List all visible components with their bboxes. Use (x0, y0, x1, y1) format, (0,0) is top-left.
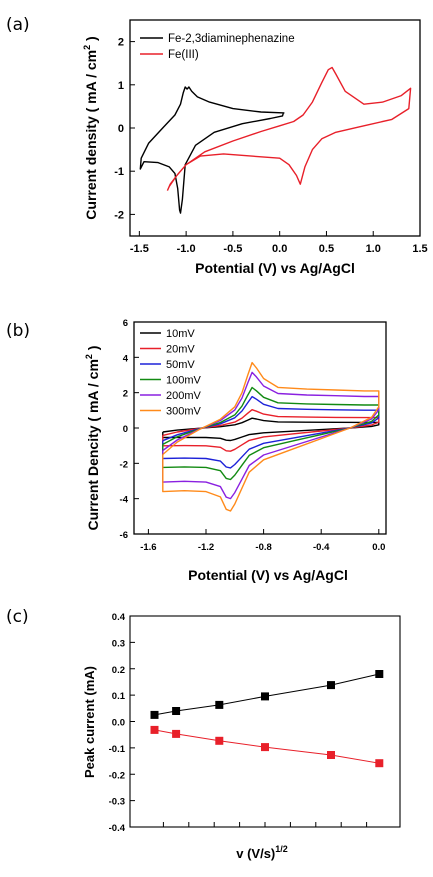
legend-label-b-1: 20mV (166, 344, 195, 356)
x-tick-label-a-6: 1.5 (412, 243, 427, 255)
x-tick-label-a-1: -1.0 (177, 243, 196, 255)
series-line-a-0 (139, 86, 285, 214)
x-axis-title-a: Potential (V) vs Ag/AgCl (195, 260, 355, 276)
x-axis-title-c-sup: 1/2 (275, 844, 288, 854)
series-point-c-1-4 (327, 751, 335, 759)
legend-label-b-0: 10mV (166, 328, 195, 340)
y-tick-label-b-5: 4 (123, 353, 129, 364)
series-line-b-3 (162, 386, 380, 481)
series-point-c-1-3 (261, 743, 269, 752)
series-point-c-0-4 (327, 681, 335, 690)
y-tick-label-a-2: 0 (118, 123, 124, 135)
panel-label-c: (c) (6, 607, 29, 627)
series-line-b-5 (162, 361, 380, 512)
y-axis-title-b-main: Current Dencity ( mA / cm (85, 359, 101, 530)
x-tick-label-a-2: -0.5 (223, 243, 242, 255)
y-axis-title-c: Peak current (mA) (82, 666, 97, 778)
legend-b: 10mV 20mV 50mV 100mV 200mV 300mV (140, 328, 202, 418)
y-tick-label-c-8: 0.4 (112, 612, 126, 623)
y-axis-title-a-sup: 2 (82, 45, 92, 50)
y-ticks-b: -6 -4 -2 0 2 4 6 (120, 318, 139, 541)
plot-area-c (150, 670, 384, 768)
y-tick-label-a-4: 2 (118, 37, 124, 49)
x-ticks-a: -1.5 -1.0 -0.5 0.0 0.5 1.0 1.5 (130, 231, 428, 255)
panel-a: (a) -1.5 -1.0 -0.5 0.0 0.5 1.0 1.5 -2 -1 0 1 2 Fe-… (6, 15, 428, 276)
x-ticks-b: -1.6 -1.2 -0.8 -0.4 0.0 (140, 529, 385, 553)
y-ticks-c: -0.4 -0.3 -0.2 -0.1 0.0 0.1 0.2 0.3 0.4 (109, 612, 135, 834)
x-tick-label-b-0: -1.6 (140, 542, 156, 553)
y-ticks-a: -2 -1 0 1 2 (114, 37, 135, 221)
legend-a: Fe-2,3diaminephenazine Fe(III) (140, 33, 295, 61)
series-line-b-0 (162, 417, 380, 442)
y-tick-label-b-3: 0 (123, 424, 128, 435)
x-tick-label-a-5: 1.0 (366, 243, 381, 255)
x-tick-label-a-0: -1.5 (130, 243, 149, 255)
series-point-c-0-3 (261, 692, 269, 701)
series-point-c-1-1 (172, 729, 181, 738)
panel-c: (c) -0.4 -0.3 -0.2 -0.1 0.0 0.1 0.2 0.3 0.4 v (V… (6, 607, 401, 861)
y-axis-title-a-main: Current density ( mA / cm (83, 50, 99, 220)
x-tick-label-b-2: -0.8 (255, 542, 271, 553)
x-axis-title-c-main: v (V/s) (236, 846, 275, 861)
series-line-b-4 (162, 371, 380, 500)
panel-label-b: (b) (6, 321, 30, 341)
legend-label-b-4: 200mV (166, 390, 202, 402)
y-axis-title-b-close: ) (85, 346, 101, 355)
y-tick-label-c-2: -0.2 (109, 770, 125, 781)
y-tick-label-b-2: -2 (120, 459, 128, 470)
series-point-c-0-2 (215, 700, 224, 709)
series-line-b-2 (162, 395, 380, 469)
series-point-c-1-5 (375, 759, 384, 768)
y-axis-title-a-close: ) (83, 36, 99, 45)
series-point-c-0-5 (375, 670, 384, 678)
y-tick-label-c-4: 0.0 (112, 718, 125, 729)
y-tick-label-c-6: 0.2 (112, 665, 125, 676)
y-tick-label-c-5: 0.1 (112, 691, 126, 702)
x-tick-label-b-1: -1.2 (198, 542, 214, 553)
y-tick-label-c-3: -0.1 (109, 744, 126, 755)
series-line-a-1 (166, 66, 412, 191)
y-tick-label-a-1: -1 (114, 166, 124, 178)
plot-frame-c (129, 615, 401, 828)
legend-label-a-1: Fe(III) (168, 49, 199, 61)
y-axis-title-b-sup: 2 (84, 354, 94, 359)
x-tick-label-b-3: -0.4 (313, 542, 330, 553)
y-tick-label-b-4: 2 (123, 389, 128, 400)
plot-area-a (139, 66, 412, 214)
y-tick-label-c-7: 0.3 (112, 638, 125, 649)
y-tick-label-a-3: 1 (118, 80, 124, 92)
series-point-c-0-1 (172, 707, 181, 715)
legend-label-b-3: 100mV (166, 375, 202, 387)
y-tick-label-a-0: -2 (114, 209, 124, 221)
series-point-c-0-0 (150, 710, 159, 719)
plot-area-b (162, 361, 380, 512)
legend-label-b-5: 300mV (166, 406, 202, 418)
x-ticks-c (162, 822, 368, 827)
series-point-c-1-2 (215, 736, 224, 745)
panel-b: (b) -1.6 -1.2 -0.8 -0.4 0.0 -6 -4 -2 0 2 4 6 10mV 2… (6, 318, 387, 583)
y-axis-title-b: Current Dencity ( mA / cm2 ) (84, 346, 101, 531)
y-tick-label-c-1: -0.3 (109, 797, 125, 808)
y-tick-label-c-0: -0.4 (109, 823, 126, 834)
series-point-c-1-0 (150, 725, 159, 734)
panel-label-a: (a) (6, 15, 30, 35)
x-tick-label-a-3: 0.0 (272, 243, 287, 255)
legend-label-a-0: Fe-2,3diaminephenazine (168, 33, 295, 45)
x-tick-label-a-4: 0.5 (319, 243, 334, 255)
legend-label-b-2: 50mV (166, 359, 195, 371)
y-tick-label-b-6: 6 (123, 318, 128, 329)
y-tick-label-b-0: -6 (120, 530, 128, 541)
x-axis-title-b: Potential (V) vs Ag/AgCl (188, 567, 348, 583)
series-line-b-1 (162, 409, 380, 452)
y-axis-title-a: Current density ( mA / cm2 ) (82, 36, 99, 219)
x-tick-label-b-4: 0.0 (372, 542, 385, 553)
x-axis-title-c: v (V/s)1/2 (236, 844, 288, 861)
y-tick-label-b-1: -4 (120, 495, 129, 506)
